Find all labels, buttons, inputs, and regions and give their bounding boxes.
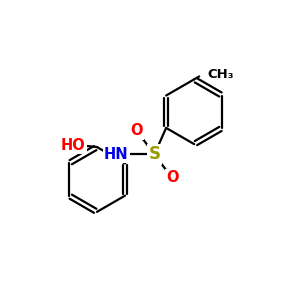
Text: S: S — [148, 146, 160, 164]
Text: CH₃: CH₃ — [207, 68, 234, 81]
Text: O: O — [130, 123, 143, 138]
Text: O: O — [166, 170, 178, 185]
Text: HO: HO — [61, 138, 86, 153]
Text: HN: HN — [104, 147, 128, 162]
